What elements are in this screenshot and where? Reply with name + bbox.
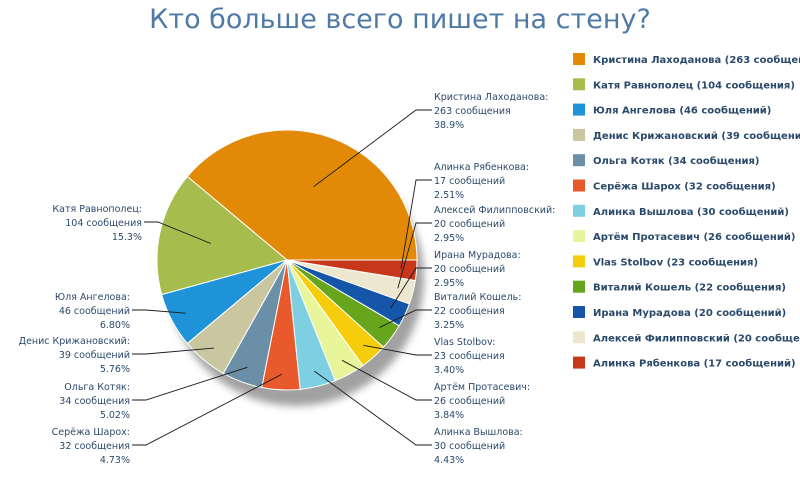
callout-percent-2: 15.3% <box>112 232 142 243</box>
callout-name-1: Кристина Лаходанова: <box>434 92 548 103</box>
callout-count-6: 32 сообщения <box>59 441 130 452</box>
pie-slice-13[interactable] <box>286 259 418 282</box>
legend-swatch-13 <box>573 356 585 369</box>
callout-percent-6: 4.73% <box>100 455 130 466</box>
callout-percent-5: 5.02% <box>100 410 130 421</box>
callout-count-9: 23 сообщения <box>434 351 505 362</box>
legend-label-1: Кристина Лаходанова (263 сообщения) <box>593 54 800 66</box>
legend-label-9: Vlas Stolbov (23 сообщения) <box>593 256 758 268</box>
callout-count-10: 22 сообщения <box>434 306 505 317</box>
callout-name-4: Денис Крижановский: <box>19 336 130 347</box>
callout-name-7: Алинка Вышлова: <box>434 427 523 438</box>
callout-line-12 <box>397 222 432 289</box>
callout-count-13: 17 сообщений <box>434 176 505 187</box>
callout-line-7 <box>314 370 432 446</box>
callout-name-11: Ирана Мурадова: <box>434 250 521 261</box>
callout-line-6 <box>132 373 282 446</box>
callout-count-8: 26 сообщений <box>434 396 505 407</box>
callout-count-2: 104 сообщения <box>65 218 142 229</box>
callout-percent-12: 2.95% <box>434 233 464 244</box>
legend-swatch-7 <box>573 204 585 217</box>
callout-line-13 <box>400 179 432 270</box>
callout-count-3: 46 сообщений <box>59 306 130 317</box>
callout-percent-7: 4.43% <box>434 455 464 466</box>
callout-line-1 <box>313 109 432 188</box>
callout-name-10: Виталий Кошель: <box>434 292 521 303</box>
legend-swatch-4 <box>573 128 585 141</box>
legend-swatch-11 <box>573 306 585 318</box>
callout-name-2: Катя Равнополец: <box>52 204 142 215</box>
callout-line-2 <box>144 221 211 244</box>
callout-percent-10: 3.25% <box>434 320 464 331</box>
legend-label-2: Катя Равнополец (104 сообщения) <box>593 79 795 91</box>
callout-line-11 <box>390 267 432 309</box>
callout-percent-1: 38.9% <box>434 120 464 131</box>
legend-label-7: Алинка Вышлова (30 сообщений) <box>593 206 789 218</box>
callout-line-4 <box>132 347 215 355</box>
callout-percent-8: 3.84% <box>434 410 464 421</box>
legend-swatch-10 <box>573 280 585 293</box>
callout-name-12: Алексей Филипповский: <box>434 205 555 216</box>
legend-swatch-1 <box>573 53 585 65</box>
callout-line-5 <box>132 366 248 401</box>
legend-label-5: Ольга Котяк (34 сообщения) <box>593 155 760 167</box>
callout-line-3 <box>132 309 186 314</box>
callout-name-8: Артём Протасевич: <box>434 382 530 393</box>
callout-count-7: 30 сообщений <box>434 441 505 452</box>
pie-slice-1[interactable] <box>186 129 418 261</box>
callout-name-5: Ольга Котяк: <box>64 382 130 393</box>
callout-count-5: 34 сообщения <box>59 396 130 407</box>
callout-line-9 <box>363 344 432 356</box>
chart-title: Кто больше всего пишет на стену? <box>149 4 651 35</box>
callout-count-1: 263 сообщения <box>434 106 511 117</box>
callout-percent-3: 6.80% <box>100 320 130 331</box>
legend-label-4: Денис Крижановский (39 сообщений) <box>593 130 800 142</box>
callout-count-4: 39 сообщений <box>59 350 130 361</box>
callout-count-11: 20 сообщений <box>434 264 505 275</box>
pie-slice-2[interactable] <box>156 175 289 296</box>
legend-label-13: Алинка Рябенкова (17 сообщений) <box>593 358 796 370</box>
callout-line-10 <box>379 309 432 329</box>
legend-swatch-6 <box>573 179 585 192</box>
callout-count-12: 20 сообщений <box>434 219 505 230</box>
legend-swatch-2 <box>573 78 585 91</box>
callout-name-9: Vlas Stolbov: <box>434 337 495 348</box>
callout-percent-9: 3.40% <box>434 365 464 376</box>
legend-swatch-3 <box>573 103 585 116</box>
callout-percent-4: 5.76% <box>100 364 130 375</box>
legend-label-10: Виталий Кошель (22 сообщения) <box>593 282 786 294</box>
callout-name-3: Юля Ангелова: <box>55 292 130 303</box>
legend-label-3: Юля Ангелова (46 сообщений) <box>593 105 771 117</box>
legend-label-12: Алексей Филипповский (20 сообщени <box>593 332 800 344</box>
legend-label-11: Ирана Мурадова (20 сообщений) <box>593 307 786 319</box>
callout-percent-11: 2.95% <box>434 278 464 289</box>
callout-percent-13: 2.51% <box>434 190 464 201</box>
legend-swatch-12 <box>573 331 585 344</box>
legend-label-6: Серёжа Шарох (32 сообщения) <box>593 181 776 193</box>
callout-name-13: Алинка Рябенкова: <box>434 162 529 173</box>
legend-label-8: Артём Протасевич (26 сообщений) <box>593 231 795 243</box>
legend-swatch-5 <box>573 154 585 167</box>
callout-name-6: Серёжа Шарох: <box>52 427 130 438</box>
legend-swatch-9 <box>573 255 585 268</box>
legend-swatch-8 <box>573 230 585 243</box>
callout-line-8 <box>341 359 432 401</box>
